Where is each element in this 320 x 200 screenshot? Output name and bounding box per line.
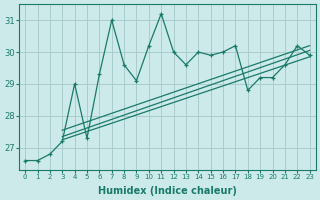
X-axis label: Humidex (Indice chaleur): Humidex (Indice chaleur) — [98, 186, 237, 196]
